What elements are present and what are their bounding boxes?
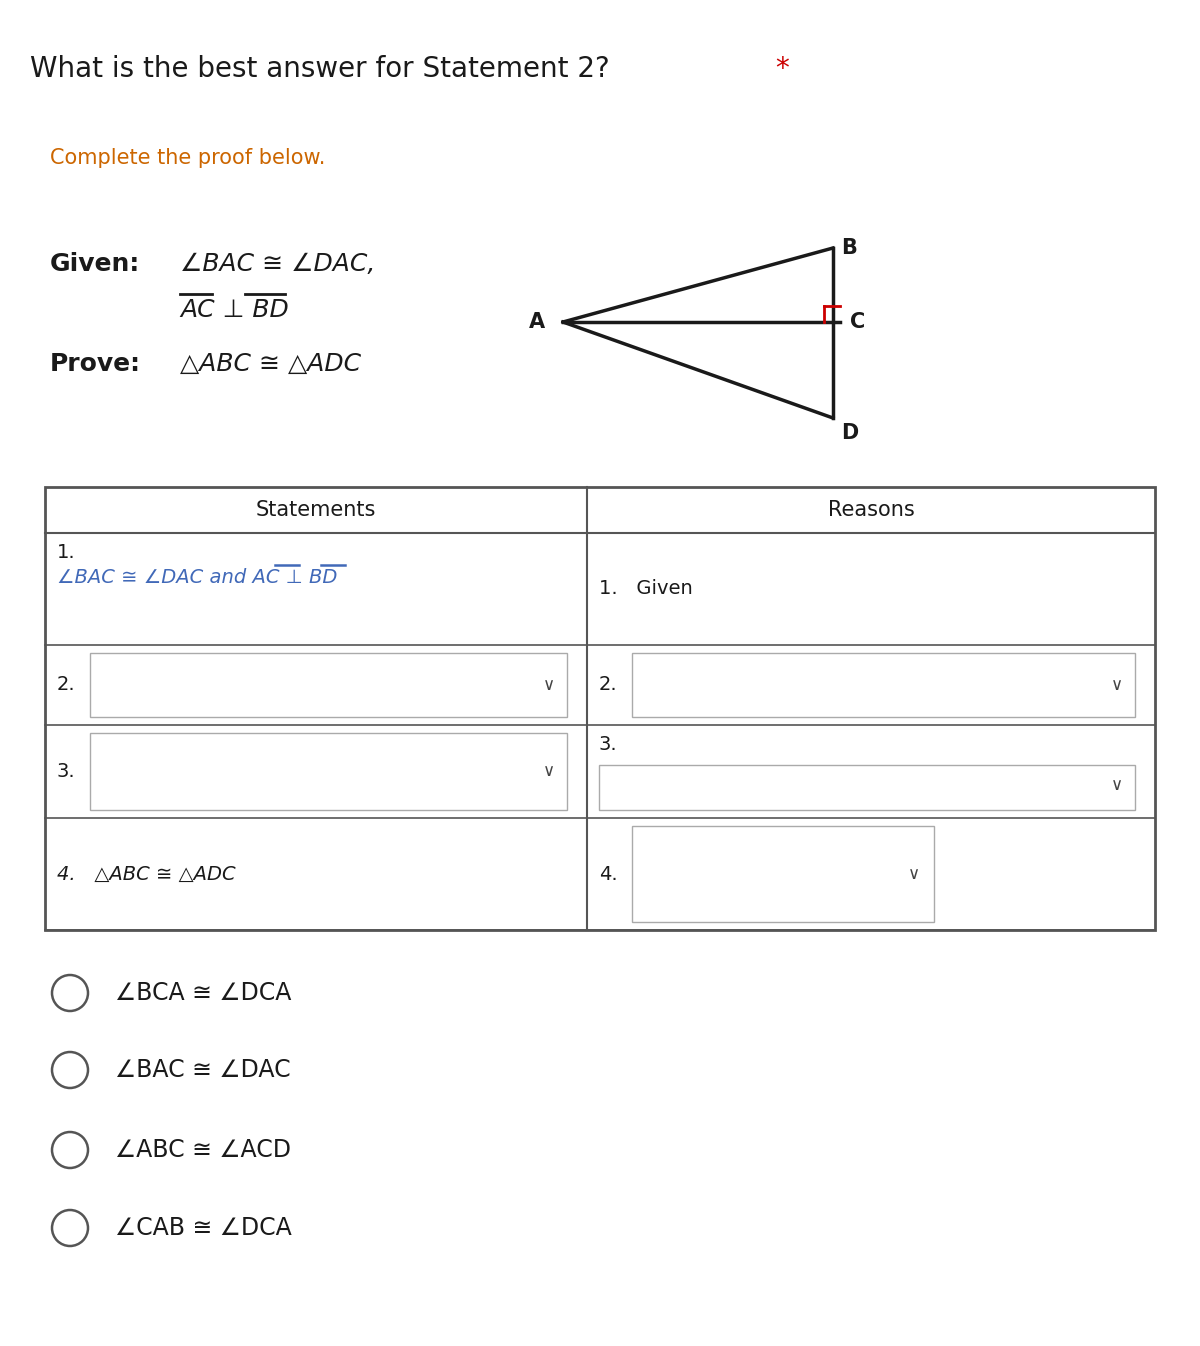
Text: ∨: ∨ (907, 865, 920, 883)
Text: 1.: 1. (58, 542, 76, 563)
Text: ∠CAB ≅ ∠DCA: ∠CAB ≅ ∠DCA (115, 1215, 292, 1240)
Text: 3.: 3. (599, 735, 618, 754)
Text: ∨: ∨ (542, 676, 556, 695)
Text: ∨: ∨ (1111, 676, 1123, 695)
Text: ∨: ∨ (1111, 777, 1123, 794)
Text: Reasons: Reasons (828, 499, 914, 520)
Text: What is the best answer for Statement 2?: What is the best answer for Statement 2? (30, 55, 610, 83)
Text: Given:: Given: (50, 252, 140, 276)
Text: 4.: 4. (599, 864, 618, 883)
Text: ∠ABC ≅ ∠ACD: ∠ABC ≅ ∠ACD (115, 1137, 292, 1162)
Text: Complete the proof below.: Complete the proof below. (50, 148, 325, 168)
Text: ∠BCA ≅ ∠DCA: ∠BCA ≅ ∠DCA (115, 981, 292, 1005)
Text: 2.: 2. (58, 676, 76, 695)
Text: ∠BAC ≅ ∠DAC: ∠BAC ≅ ∠DAC (115, 1058, 290, 1082)
Text: AC ⊥ BD: AC ⊥ BD (180, 297, 289, 322)
Text: Statements: Statements (256, 499, 376, 520)
Text: 2.: 2. (599, 676, 618, 695)
Text: C: C (850, 312, 865, 332)
Text: 1.   Given: 1. Given (599, 580, 692, 599)
Text: A: A (529, 312, 545, 332)
FancyBboxPatch shape (632, 826, 934, 922)
Text: △ABC ≅ △ADC: △ABC ≅ △ADC (180, 353, 361, 376)
Text: *: * (775, 55, 788, 83)
Text: B: B (841, 238, 857, 258)
FancyBboxPatch shape (90, 734, 568, 810)
Text: D: D (841, 423, 858, 443)
FancyBboxPatch shape (599, 765, 1135, 810)
FancyBboxPatch shape (90, 653, 568, 717)
Text: ∠BAC ≅ ∠DAC and AC ⊥ BD: ∠BAC ≅ ∠DAC and AC ⊥ BD (58, 568, 337, 587)
Text: 3.: 3. (58, 762, 76, 781)
FancyBboxPatch shape (632, 653, 1135, 717)
Text: ∨: ∨ (542, 762, 556, 781)
Text: ∠BAC ≅ ∠DAC,: ∠BAC ≅ ∠DAC, (180, 252, 376, 276)
Text: 4.   △ABC ≅ △ADC: 4. △ABC ≅ △ADC (58, 864, 235, 883)
Text: Prove:: Prove: (50, 353, 142, 376)
